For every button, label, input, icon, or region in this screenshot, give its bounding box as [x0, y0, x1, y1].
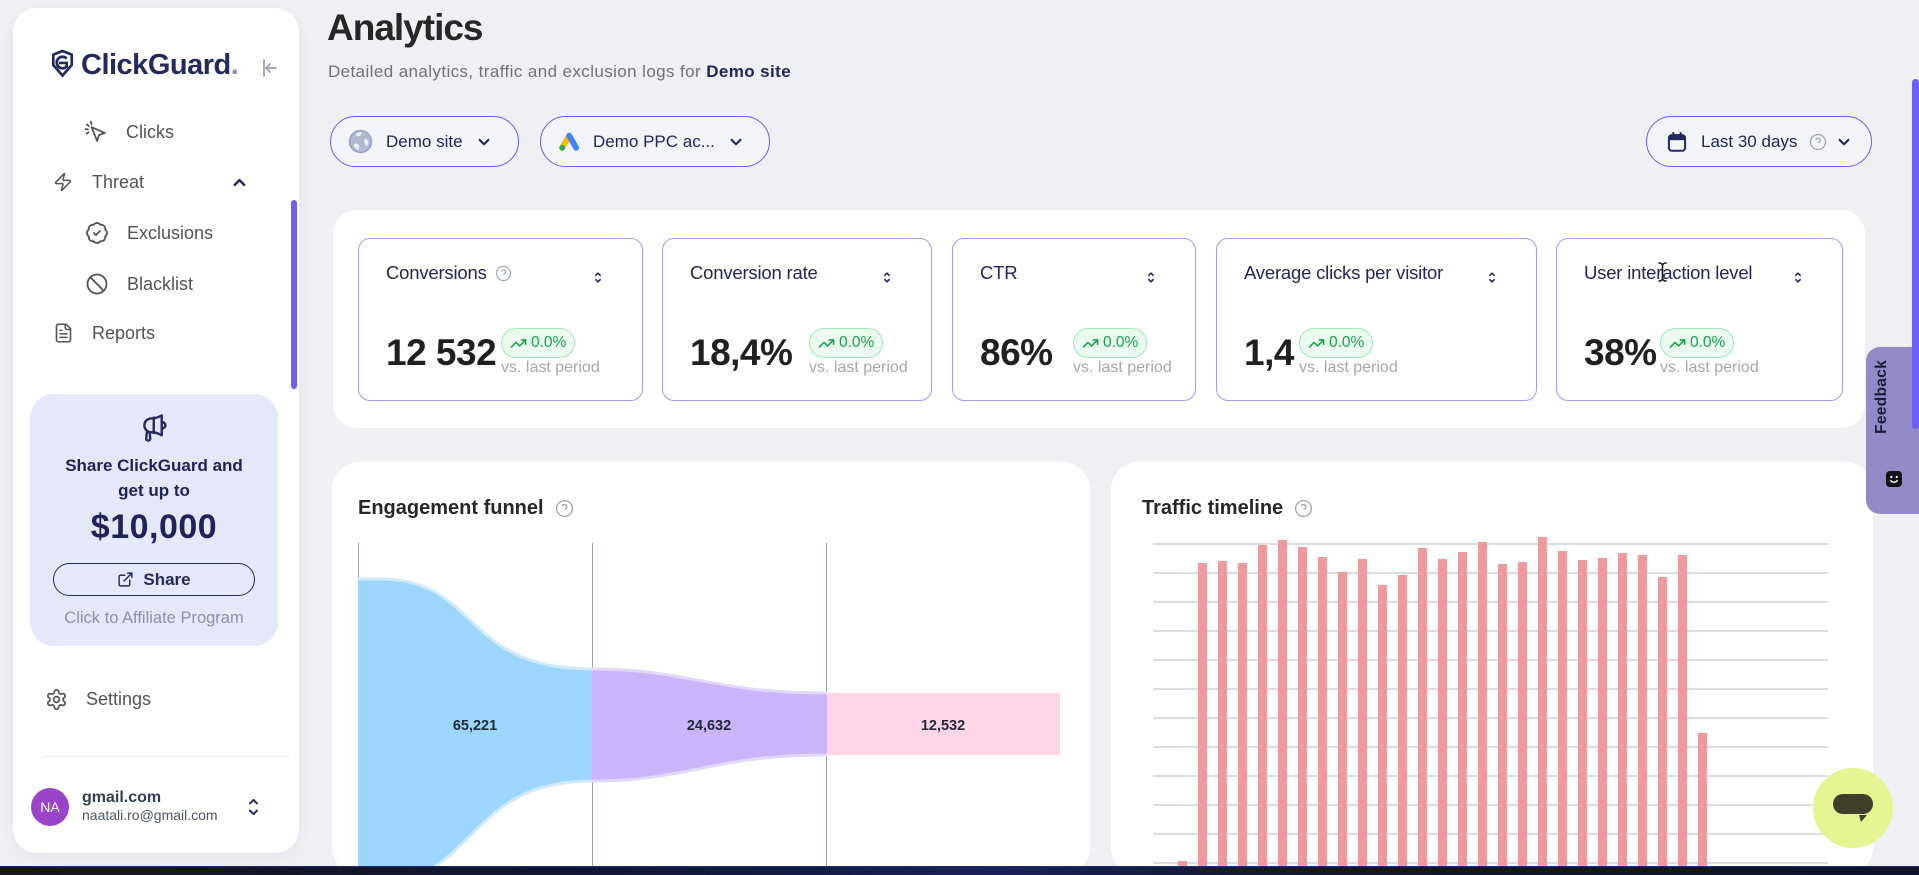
svg-text:12,532: 12,532 — [921, 718, 965, 734]
svg-text:24,632: 24,632 — [687, 718, 731, 734]
svg-text:65,221: 65,221 — [453, 718, 497, 734]
